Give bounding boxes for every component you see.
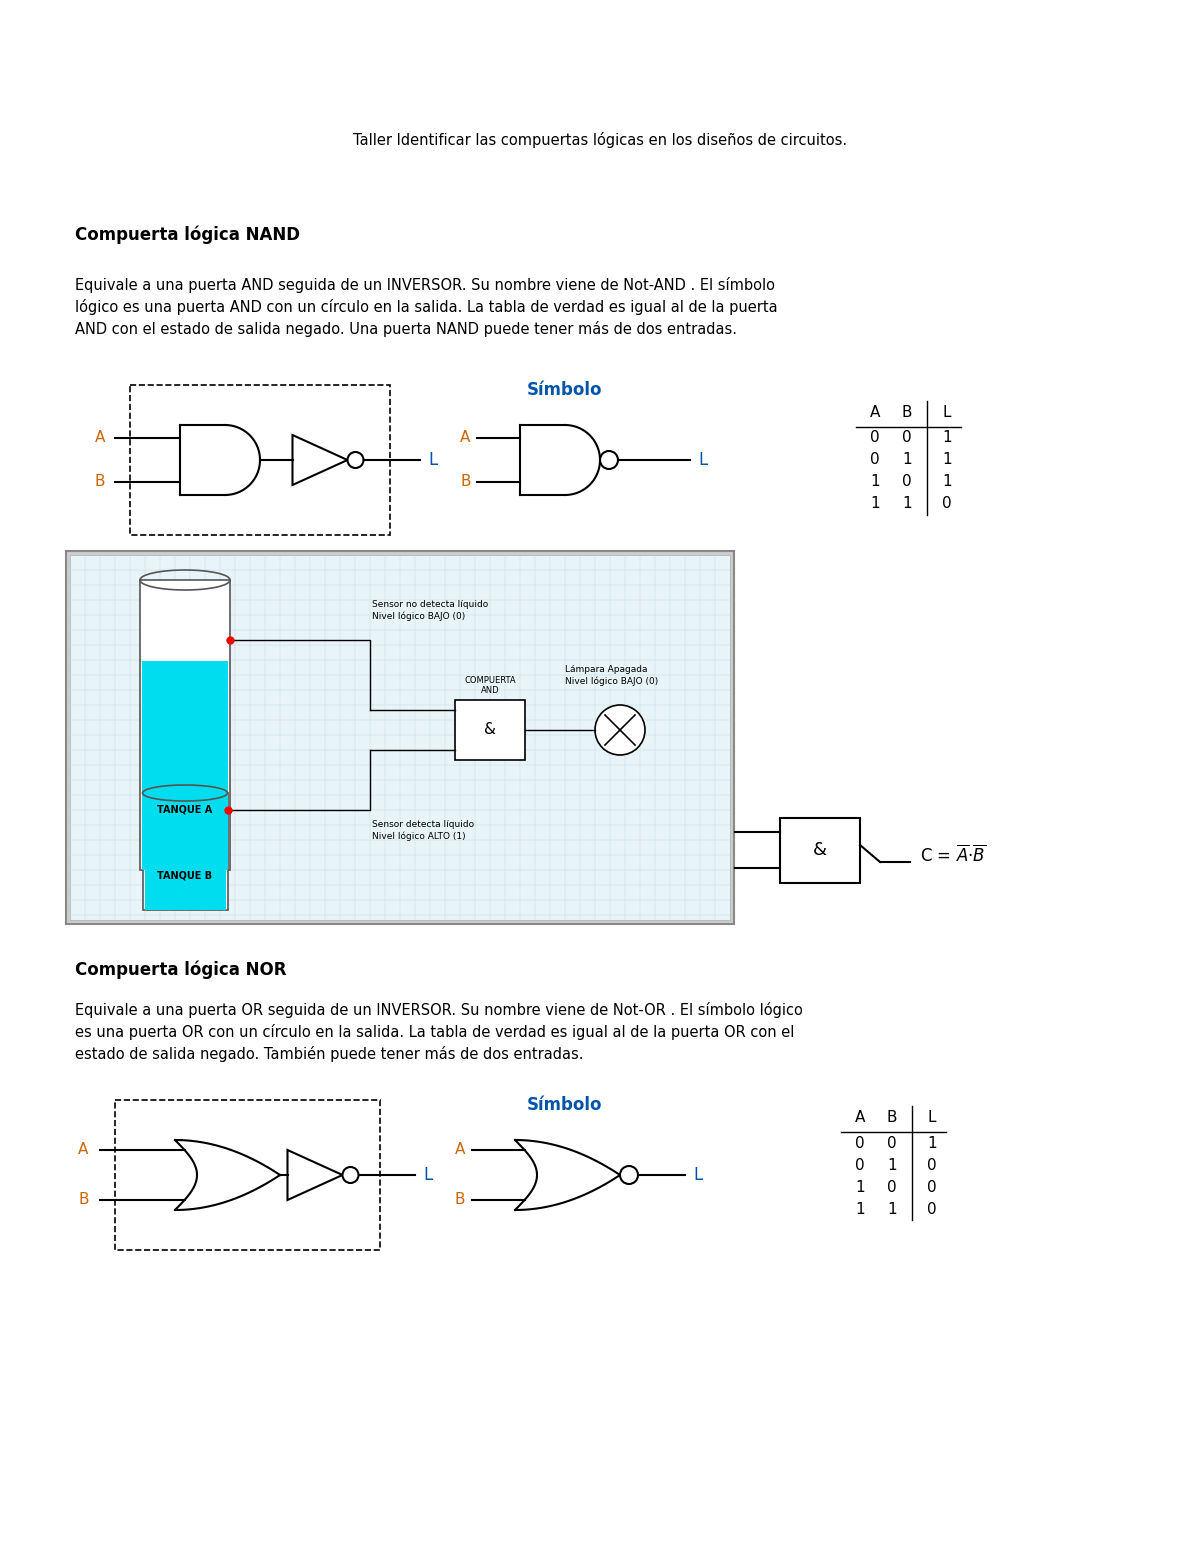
Circle shape (620, 1166, 638, 1183)
Text: estado de salida negado. También puede tener más de dos entradas.: estado de salida negado. También puede t… (74, 1047, 583, 1062)
Text: A: A (95, 430, 106, 446)
Text: 0: 0 (942, 497, 952, 511)
Text: A: A (854, 1110, 865, 1124)
Text: B: B (455, 1193, 466, 1208)
Text: 1: 1 (902, 497, 912, 511)
Text: lógico es una puerta AND con un círculo en la salida. La tabla de verdad es igua: lógico es una puerta AND con un círculo … (74, 300, 778, 315)
Text: B: B (95, 475, 106, 489)
Circle shape (595, 705, 646, 755)
Text: &: & (814, 842, 827, 859)
Text: 1: 1 (856, 1202, 865, 1216)
Text: Equivale a una puerta AND seguida de un INVERSOR. Su nombre viene de Not-AND . E: Equivale a una puerta AND seguida de un … (74, 276, 775, 294)
Bar (140, 579, 230, 870)
Text: 0: 0 (902, 430, 912, 446)
Text: A: A (78, 1143, 89, 1157)
Text: 1: 1 (902, 452, 912, 467)
Text: 1: 1 (887, 1157, 896, 1173)
Bar (66, 551, 734, 924)
Text: 0: 0 (902, 475, 912, 489)
Text: Símbolo: Símbolo (527, 380, 602, 399)
Text: B: B (887, 1110, 898, 1124)
Text: A: A (460, 430, 470, 446)
Text: 1: 1 (870, 475, 880, 489)
Circle shape (600, 450, 618, 469)
Text: L: L (698, 450, 707, 469)
Text: 0: 0 (887, 1135, 896, 1151)
Text: Sensor detecta líquido
Nivel lógico ALTO (1): Sensor detecta líquido Nivel lógico ALTO… (372, 820, 474, 840)
Text: B: B (460, 475, 470, 489)
Text: COMPUERTA
AND: COMPUERTA AND (464, 676, 516, 696)
Text: L: L (694, 1166, 702, 1183)
Text: Taller Identificar las compuertas lógicas en los diseños de circuitos.: Taller Identificar las compuertas lógica… (353, 132, 847, 148)
Text: 0: 0 (856, 1135, 865, 1151)
Text: L: L (428, 450, 437, 469)
Text: 1: 1 (887, 1202, 896, 1216)
Text: 0: 0 (887, 1179, 896, 1194)
Text: 0: 0 (870, 452, 880, 467)
Text: &: & (484, 722, 496, 738)
Text: 0: 0 (928, 1179, 937, 1194)
Text: B: B (901, 405, 912, 419)
Text: TANQUE B: TANQUE B (157, 870, 212, 881)
Text: Compuerta lógica NOR: Compuerta lógica NOR (74, 961, 287, 980)
Circle shape (348, 452, 364, 467)
Text: 0: 0 (928, 1157, 937, 1173)
Bar (142, 662, 228, 870)
Text: Compuerta lógica NAND: Compuerta lógica NAND (74, 225, 300, 244)
Text: 1: 1 (928, 1135, 937, 1151)
Text: 1: 1 (942, 475, 952, 489)
Text: 1: 1 (942, 452, 952, 467)
Text: 0: 0 (928, 1202, 937, 1216)
Text: Símbolo: Símbolo (527, 1096, 602, 1114)
Text: 0: 0 (870, 430, 880, 446)
Bar (144, 822, 226, 910)
Circle shape (342, 1166, 359, 1183)
Text: L: L (928, 1110, 936, 1124)
Text: A: A (455, 1143, 466, 1157)
Text: L: L (424, 1166, 432, 1183)
Text: A: A (870, 405, 880, 419)
Text: Sensor no detecta líquido
Nivel lógico BAJO (0): Sensor no detecta líquido Nivel lógico B… (372, 599, 488, 621)
Text: AND con el estado de salida negado. Una puerta NAND puede tener más de dos entra: AND con el estado de salida negado. Una … (74, 321, 737, 337)
Text: Lámpara Apagada
Nivel lógico BAJO (0): Lámpara Apagada Nivel lógico BAJO (0) (565, 665, 659, 686)
Text: 1: 1 (870, 497, 880, 511)
Bar (455, 700, 526, 759)
Text: 1: 1 (942, 430, 952, 446)
Text: TANQUE A: TANQUE A (157, 804, 212, 815)
Text: es una puerta OR con un círculo en la salida. La tabla de verdad es igual al de : es una puerta OR con un círculo en la sa… (74, 1023, 794, 1041)
Bar (143, 794, 228, 910)
Bar (780, 817, 860, 882)
Text: L: L (943, 405, 952, 419)
Text: B: B (78, 1193, 89, 1208)
Text: 0: 0 (856, 1157, 865, 1173)
Bar (70, 554, 730, 919)
Text: Equivale a una puerta OR seguida de un INVERSOR. Su nombre viene de Not-OR . El : Equivale a una puerta OR seguida de un I… (74, 1002, 803, 1019)
Text: C = $\overline{A}$·$\overline{B}$: C = $\overline{A}$·$\overline{B}$ (920, 845, 986, 865)
Text: 1: 1 (856, 1179, 865, 1194)
